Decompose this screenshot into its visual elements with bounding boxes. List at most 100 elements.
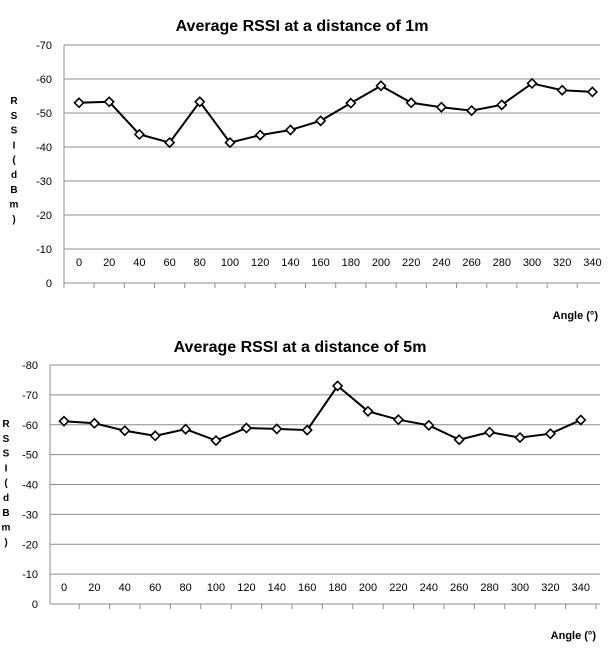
data-point bbox=[544, 428, 557, 440]
y-axis-label-char: S bbox=[3, 449, 10, 460]
y-gridlines bbox=[64, 44, 600, 250]
y-tick-label: -20 bbox=[36, 210, 52, 222]
data-point bbox=[58, 415, 70, 427]
data-point bbox=[301, 424, 313, 436]
x-tick-label: 40 bbox=[133, 257, 145, 269]
x-tick-label: 220 bbox=[389, 582, 407, 594]
data-point bbox=[149, 430, 161, 442]
data-point bbox=[405, 97, 417, 109]
y-tick-label: -60 bbox=[36, 74, 52, 86]
y-tick-label: 0 bbox=[46, 278, 52, 290]
y-tick-label: -60 bbox=[22, 420, 38, 432]
x-tick-labels: 0 20 40 60 80 100 120 140 160 180 200 220 240 260 280 3… bbox=[61, 582, 590, 594]
series bbox=[73, 77, 599, 149]
y-tick-label: -30 bbox=[36, 176, 52, 188]
x-tick-label: 180 bbox=[342, 257, 360, 269]
data-point bbox=[179, 423, 192, 435]
data-point bbox=[556, 84, 568, 96]
chart-title: Average RSSI at a distance of 5m bbox=[174, 339, 427, 356]
data-point bbox=[345, 97, 357, 109]
data-point bbox=[224, 136, 236, 149]
data-point bbox=[271, 423, 283, 435]
series bbox=[58, 380, 587, 447]
data-point bbox=[435, 101, 448, 113]
x-tick-label: 0 bbox=[76, 257, 82, 269]
data-point bbox=[163, 136, 176, 149]
y-axis-label-char: m bbox=[10, 200, 19, 211]
data-point bbox=[314, 115, 327, 127]
y-axis-label: RSSI(dBm) bbox=[10, 96, 19, 225]
data-point bbox=[210, 434, 222, 447]
x-tick-label: 40 bbox=[119, 582, 131, 594]
x-tick-label: 120 bbox=[237, 582, 255, 594]
y-axis-label-char: R bbox=[2, 419, 10, 430]
y-tick-label: -40 bbox=[22, 480, 38, 492]
y-axis-label-char: R bbox=[10, 96, 18, 107]
x-tick-label: 0 bbox=[61, 582, 67, 594]
x-axis-label: Angle (°) bbox=[553, 310, 599, 322]
y-tick-label: -50 bbox=[22, 450, 38, 462]
x-tick-label: 260 bbox=[462, 257, 480, 269]
data-point bbox=[119, 425, 131, 437]
x-tick-label: 340 bbox=[572, 582, 590, 594]
y-axis-label-char: I bbox=[5, 463, 8, 474]
data-point bbox=[465, 104, 478, 117]
data-point bbox=[284, 124, 297, 136]
y-tick-label: -10 bbox=[22, 569, 38, 581]
x-tick-labels: 0 20 40 60 80 100 120 140 160 180 200 220 240 260 280 3… bbox=[76, 257, 602, 269]
x-tick-label: 140 bbox=[281, 257, 299, 269]
data-point bbox=[526, 77, 538, 90]
y-tick-label: -40 bbox=[36, 142, 52, 154]
x-tick-label: 160 bbox=[311, 257, 329, 269]
data-point bbox=[331, 380, 344, 392]
data-point bbox=[103, 96, 115, 108]
x-tick-label: 140 bbox=[268, 582, 286, 594]
y-axis-label-char: m bbox=[2, 523, 11, 534]
y-tick-label: -70 bbox=[22, 390, 38, 402]
x-tick-label: 260 bbox=[450, 582, 468, 594]
x-tick-label: 240 bbox=[420, 582, 438, 594]
y-tick-labels: 0 -10 -20 -30 -40 -50 -60 -70 bbox=[36, 40, 52, 290]
x-axis-label: Angle (°) bbox=[551, 630, 597, 642]
data-point bbox=[254, 129, 266, 141]
y-axis-label-char: B bbox=[10, 185, 17, 196]
data-point bbox=[514, 431, 526, 444]
x-tick-label: 280 bbox=[480, 582, 498, 594]
x-tick-label: 200 bbox=[359, 582, 377, 594]
y-axis-label: RSSI(dBm) bbox=[2, 419, 11, 548]
x-tick-label: 60 bbox=[163, 257, 175, 269]
y-axis-label-char: S bbox=[3, 434, 10, 445]
series-line bbox=[78, 82, 593, 144]
y-tick-label: -80 bbox=[22, 360, 38, 372]
x-tick-label: 160 bbox=[298, 582, 316, 594]
data-point bbox=[194, 96, 206, 108]
x-tick-label: 300 bbox=[523, 257, 541, 269]
y-tick-labels: 0 -10 -20 -30 -40 -50 -60 -70 -80 bbox=[22, 360, 38, 611]
data-point bbox=[483, 426, 496, 438]
x-tick-label: 120 bbox=[251, 257, 269, 269]
x-tick-label: 340 bbox=[583, 257, 601, 269]
axes bbox=[63, 45, 600, 288]
y-gridlines bbox=[50, 364, 600, 575]
y-axis-label-char: d bbox=[11, 170, 17, 181]
x-tick-label: 60 bbox=[149, 582, 161, 594]
y-axis-label-char: ) bbox=[12, 214, 15, 225]
chart-rssi-5m: Average RSSI at a distance of 5m 0 -10 -20… bbox=[2, 339, 600, 642]
data-point bbox=[240, 422, 253, 434]
data-point bbox=[575, 414, 587, 426]
x-tick-label: 20 bbox=[88, 582, 100, 594]
y-axis-label-char: I bbox=[13, 140, 16, 151]
x-tick-label: 320 bbox=[541, 582, 559, 594]
x-tick-label: 20 bbox=[103, 257, 115, 269]
chart-rssi-1m: Average RSSI at a distance of 1m 0 -10 -20… bbox=[10, 18, 602, 322]
axes bbox=[49, 365, 600, 609]
y-tick-label: 0 bbox=[32, 599, 38, 611]
y-axis-label-char: ( bbox=[12, 155, 16, 166]
x-tick-label: 100 bbox=[207, 582, 225, 594]
data-point bbox=[453, 434, 465, 446]
x-tick-label: 200 bbox=[372, 257, 390, 269]
y-tick-label: -50 bbox=[36, 108, 52, 120]
y-tick-label: -10 bbox=[36, 244, 52, 256]
x-tick-label: 80 bbox=[194, 257, 206, 269]
